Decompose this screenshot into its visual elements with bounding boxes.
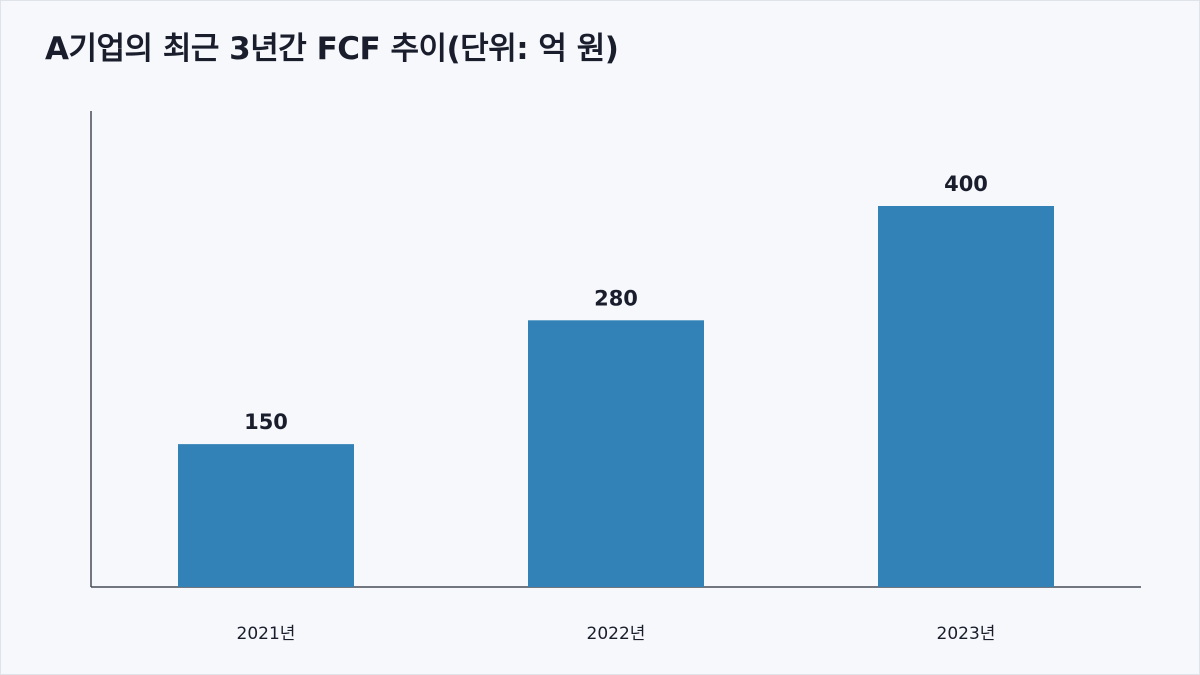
value-label-1: 280 xyxy=(594,286,638,310)
bars-group: 150 2021년 280 2022년 400 2023년 xyxy=(178,172,1054,644)
bar-0 xyxy=(178,444,354,587)
value-label-2: 400 xyxy=(944,172,988,196)
chart-title: A기업의 최근 3년간 FCF 추이(단위: 억 원) xyxy=(45,31,619,67)
x-tick-label-1: 2022년 xyxy=(587,624,646,644)
x-tick-label-2: 2023년 xyxy=(937,624,996,644)
x-tick-label-0: 2021년 xyxy=(237,624,296,644)
bar-1 xyxy=(528,320,704,587)
bar-2 xyxy=(878,206,1054,587)
value-label-0: 150 xyxy=(244,410,288,434)
